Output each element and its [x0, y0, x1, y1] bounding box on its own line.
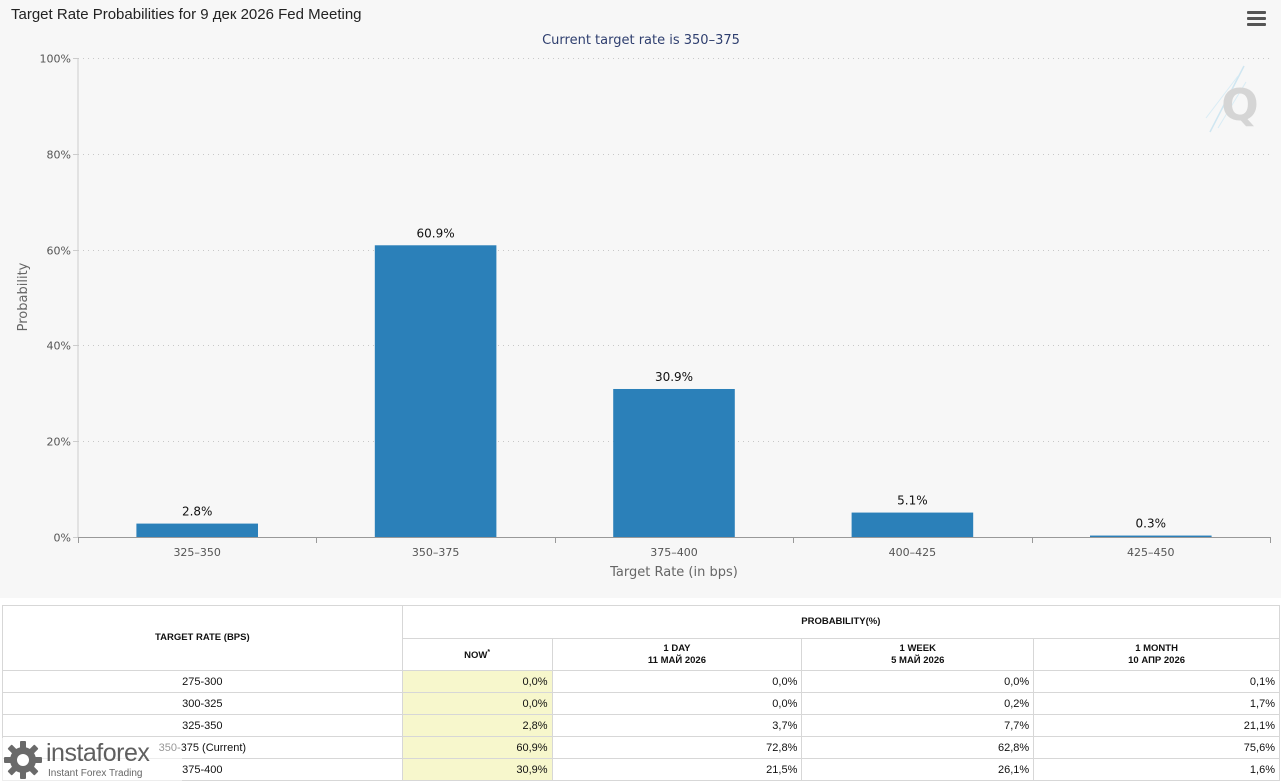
- y-tick-label: 0%: [54, 532, 71, 545]
- y-tick-label: 40%: [47, 340, 71, 353]
- header-1-day: 1 DAY 11 МАЙ 2026: [551, 638, 803, 671]
- table-row: 300-325 0,0% 0,0% 0,2% 1,7%: [2, 692, 1280, 715]
- y-tick-label: 60%: [47, 245, 71, 258]
- header-1-week-label: 1 WEEK: [899, 642, 936, 654]
- probability-table-panel: TARGET RATE (BPS) PROBABILITY(%) NOW* 1 …: [0, 605, 1281, 783]
- row-now: 0,0%: [401, 692, 553, 715]
- row-1-week: 0,0%: [801, 670, 1035, 693]
- row-rate: 275-300: [2, 670, 403, 693]
- row-1-week: 0,2%: [801, 692, 1035, 715]
- row-rate: 325-350: [2, 714, 403, 737]
- bar-data-label: 60.9%: [417, 226, 455, 240]
- chart-title: Target Rate Probabilities for 9 дек 2026…: [11, 6, 362, 23]
- y-tick-label: 80%: [47, 149, 71, 162]
- hamburger-menu-icon[interactable]: [1247, 11, 1266, 27]
- chart-subtitle: Current target rate is 350–375: [542, 33, 740, 48]
- bar: [613, 388, 735, 537]
- instaforex-name: instaforex: [46, 739, 150, 767]
- header-target-rate: TARGET RATE (BPS): [2, 605, 403, 671]
- row-1-day: 0,0%: [551, 692, 803, 715]
- row-1-week: 26,1%: [801, 758, 1035, 781]
- bar-data-label: 30.9%: [655, 370, 693, 384]
- x-tick-label: 350–375: [412, 546, 460, 559]
- row-now: 30,9%: [401, 758, 553, 781]
- bar: [136, 523, 258, 537]
- row-1-day: 3,7%: [551, 714, 803, 737]
- row-1-month: 1,7%: [1033, 692, 1280, 715]
- x-tick-label: 325–350: [173, 546, 221, 559]
- instaforex-watermark: instaforex Instant Forex Trading: [0, 738, 182, 783]
- header-1-week-date: 5 МАЙ 2026: [891, 654, 945, 666]
- row-1-month: 1,6%: [1033, 758, 1280, 781]
- row-1-day: 0,0%: [551, 670, 803, 693]
- q-logo-icon: Q: [1205, 65, 1259, 133]
- row-1-week: 62,8%: [801, 736, 1035, 759]
- row-1-month: 21,1%: [1033, 714, 1280, 737]
- table-row: 350-375 (Current) 60,9% 72,8% 62,8% 75,6…: [2, 736, 1280, 759]
- bar: [851, 512, 974, 537]
- probability-table: TARGET RATE (BPS) PROBABILITY(%) NOW* 1 …: [2, 605, 1281, 781]
- bar-chart: Current target rate is 350–375 Q 0% 20% 40…: [16, 33, 1271, 580]
- y-axis-label: Probability: [16, 262, 31, 331]
- row-1-day: 21,5%: [551, 758, 803, 781]
- table-row: 375-400 30,9% 21,5% 26,1% 1,6%: [2, 758, 1280, 781]
- y-tick-label: 20%: [47, 436, 71, 449]
- header-1-day-date: 11 МАЙ 2026: [647, 654, 706, 666]
- header-now-mark: *: [487, 648, 491, 656]
- header-now: NOW*: [401, 638, 553, 671]
- header-1-week: 1 WEEK 5 МАЙ 2026: [801, 638, 1035, 671]
- bar-data-label: 2.8%: [182, 505, 213, 519]
- row-now: 0,0%: [401, 670, 553, 693]
- row-1-month: 0,1%: [1033, 670, 1280, 693]
- y-tick-label: 100%: [40, 53, 71, 66]
- header-1-day-label: 1 DAY: [663, 642, 691, 654]
- bar: [1090, 535, 1212, 537]
- header-1-month: 1 MONTH 10 АПР 2026: [1033, 638, 1280, 671]
- x-tick-label: 400–425: [889, 546, 937, 559]
- row-1-day: 72,8%: [551, 736, 803, 759]
- header-1-month-date: 10 АПР 2026: [1128, 654, 1186, 666]
- row-now: 60,9%: [401, 736, 553, 759]
- header-now-label: NOW: [464, 650, 488, 662]
- bar-data-label: 5.1%: [897, 494, 928, 508]
- x-tick-label: 375–400: [650, 546, 698, 559]
- x-axis-label: Target Rate (in bps): [609, 565, 738, 580]
- instaforex-tagline: Instant Forex Trading: [48, 768, 143, 779]
- row-now: 2,8%: [401, 714, 553, 737]
- row-1-month: 75,6%: [1033, 736, 1280, 759]
- table-row: 325-350 2,8% 3,7% 7,7% 21,1%: [2, 714, 1280, 737]
- instaforex-gear-logo-icon: [4, 741, 42, 779]
- bar: [374, 245, 497, 537]
- header-1-month-label: 1 MONTH: [1135, 642, 1178, 654]
- header-probability: PROBABILITY(%): [401, 605, 1281, 639]
- svg-text:Q: Q: [1221, 80, 1258, 131]
- chart-panel: Target Rate Probabilities for 9 дек 2026…: [11, 6, 1271, 580]
- table-row: 275-300 0,0% 0,0% 0,0% 0,1%: [2, 670, 1280, 693]
- row-1-week: 7,7%: [801, 714, 1035, 737]
- x-tick-label: 425–450: [1127, 546, 1175, 559]
- row-rate: 300-325: [2, 692, 403, 715]
- bar-data-label: 0.3%: [1136, 517, 1167, 531]
